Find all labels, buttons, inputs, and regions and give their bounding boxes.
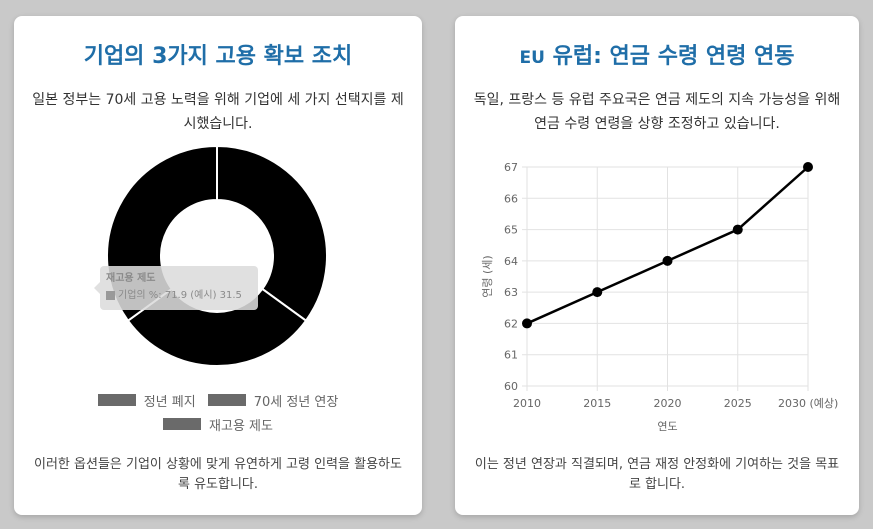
employment-measures-card: 기업의 3가지 고용 확보 조치 일본 정부는 70세 고용 노력을 위해 기업… [14, 16, 422, 515]
legend-item-abolish[interactable]: 정년 폐지 [97, 391, 196, 410]
tooltip-swatch [106, 290, 115, 300]
x-tick-label: 2015 [583, 397, 611, 410]
legend-swatch [97, 394, 136, 406]
x-tick-label: 2010 [513, 397, 541, 410]
y-tick-label: 64 [504, 255, 518, 268]
data-point[interactable] [803, 162, 813, 172]
y-tick-label: 67 [504, 161, 518, 174]
line-chart[interactable]: 60 61 62 63 64 65 66 67 2010 2015 2020 2025 2030 (예상… [455, 156, 859, 456]
data-point[interactable] [592, 287, 603, 298]
legend-item-extension[interactable]: 70세 정년 연장 [207, 391, 339, 410]
y-tick-label: 61 [504, 349, 518, 362]
legend-item-reemployment[interactable]: 재고용 제도 [163, 415, 273, 434]
y-axis-label: 연령 (세) [481, 255, 494, 297]
legend-swatch [163, 418, 202, 430]
y-tick-label: 62 [504, 317, 518, 330]
data-point[interactable] [662, 255, 673, 266]
tooltip-title: 재고용 제도 [106, 273, 156, 284]
card-footer: 이러한 옵션들은 기업이 상황에 맞게 유연하게 고령 인력을 활용하도록 유도… [34, 457, 402, 492]
chart-tooltip: 재고용 제도 기업의 %: 71.9 (예시) 31.5 [94, 266, 258, 310]
y-tick-label: 63 [504, 286, 518, 299]
eu-pension-card: EU 유럽: 연금 수령 연령 연동 독일, 프랑스 등 유럽 주요국은 연금 … [455, 16, 859, 515]
card-title: EU 유럽: 연금 수령 연령 연동 [455, 38, 859, 70]
y-tick-label: 66 [504, 192, 518, 205]
card-description: 독일, 프랑스 등 유럽 주요국은 연금 제도의 지속 가능성을 위해 연금 수… [473, 92, 841, 132]
x-tick-label: 2025 [724, 397, 752, 410]
tooltip-body: 기업의 %: 71.9 (예시) 31.5 [106, 287, 252, 304]
card-title-text: 유럽: 연금 수령 연령 연동 [552, 44, 795, 69]
x-tick-label: 2030 (예상) [778, 397, 838, 410]
card-footer: 이는 정년 연장과 직결되며, 연금 재정 안정화에 기여하는 것을 목표로 합… [474, 457, 840, 492]
legend-label: 재고용 제도 [209, 418, 273, 434]
y-tick-label: 65 [504, 224, 518, 237]
x-axis-label: 연도 [657, 420, 677, 433]
data-point[interactable] [732, 224, 743, 235]
legend-swatch [207, 394, 246, 406]
data-point[interactable] [522, 318, 532, 329]
chart-legend: 정년 폐지 70세 정년 연장 재고용 제도 [14, 388, 422, 436]
doughnut-slice[interactable] [216, 146, 328, 323]
legend-label: 70세 정년 연장 [253, 394, 339, 410]
card-title: 기업의 3가지 고용 확보 조치 [83, 44, 353, 69]
tooltip-value: 기업의 %: 71.9 (예시) 31.5 [118, 290, 242, 301]
x-tick-label: 2020 [654, 397, 682, 410]
legend-label: 정년 폐지 [143, 394, 196, 410]
card-description: 일본 정부는 70세 고용 노력을 위해 기업에 세 가지 선택지를 제시했습니… [32, 92, 404, 132]
eu-label: EU [519, 48, 545, 68]
y-tick-label: 60 [504, 380, 518, 393]
